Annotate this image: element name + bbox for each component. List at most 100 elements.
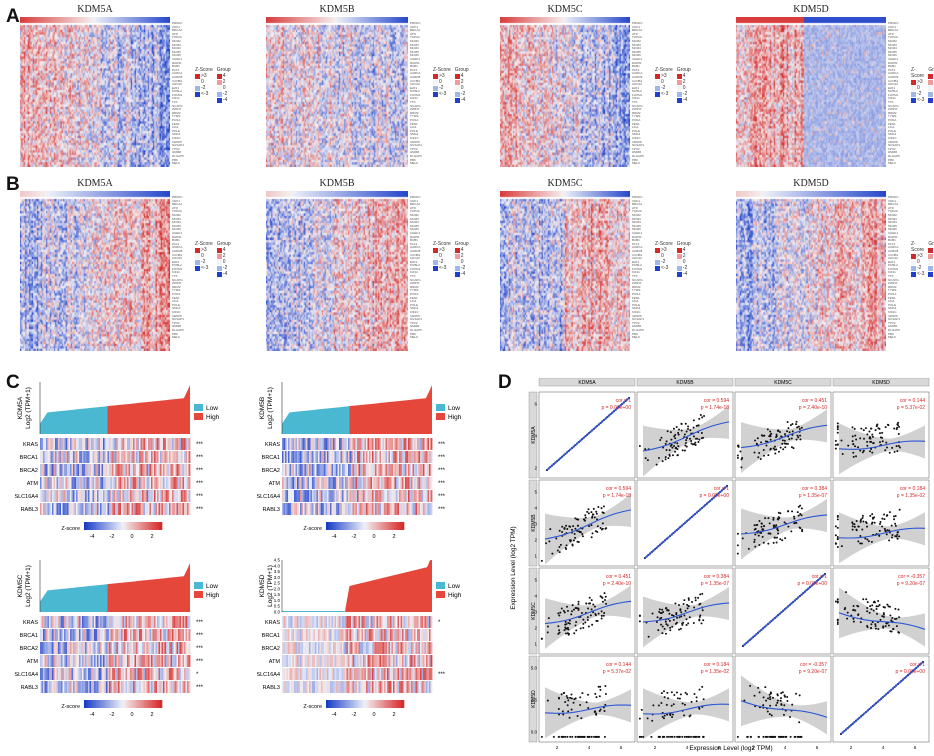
legend-zscore: Z-Score >3 0 -2 <-3 — [911, 67, 924, 103]
c-ytick: 3.5 — [274, 569, 281, 574]
heatmap-row-label: TTK — [632, 100, 638, 105]
heatmap-row-labels: PRKDC CDK1 BRCA2 ATR TOP2A MCM2 MCM3 MCM4 MCM5 MC… — [410, 21, 423, 166]
c-legend-high-swatch — [436, 591, 445, 598]
heatmap-row-label: FEN1 — [172, 121, 180, 126]
d-p-text: p = 0.00e+00 — [602, 405, 632, 411]
c-legend-low: Low — [448, 583, 460, 590]
panel-c-kdm5a: KDM5A Log2 (TPM+1) Low High KRAS *** BRCA1 *** B… — [14, 382, 220, 540]
c-colorbar-cell — [394, 522, 397, 530]
heatmap-row-label: MCM2 — [632, 38, 641, 43]
heatmap-row-label: MYBL2 — [632, 263, 642, 268]
c-colorbar-cell — [359, 700, 362, 708]
c-zscore-tick: -2 — [110, 534, 115, 540]
c-colorbar-cell — [372, 700, 376, 708]
heatmap-row-label: HMMR — [410, 150, 420, 155]
c-heat-row — [282, 681, 433, 693]
c-gene-label: BRCA2 — [262, 646, 280, 652]
legend-swatch — [454, 247, 460, 253]
c-sig-mark: * — [196, 672, 199, 678]
d-ytick: 1 — [534, 642, 537, 647]
heatmap-row-label: CDK1 — [888, 24, 897, 29]
heatmap-row-label: CDK1 — [410, 198, 419, 203]
c-heat-row — [40, 668, 191, 680]
heatmap-row-label: MYBL2 — [410, 263, 420, 268]
legend-zscore-value: 0 — [661, 253, 664, 259]
heatmap-row-label: MCM2 — [172, 38, 181, 43]
d-col-strip — [538, 378, 636, 387]
d-p-text: p = 0.00e+00 — [798, 581, 828, 587]
heatmap-row-label: MCM3 — [172, 42, 181, 47]
c-colorbar-cell — [97, 700, 100, 708]
c-colorbar-cell — [365, 700, 368, 708]
heatmap-row-label: CCNB1 — [632, 252, 643, 257]
c-sig-mark: *** — [196, 646, 204, 652]
heatmap-row-label: PRKDC — [172, 21, 183, 25]
heatmap-row-label: TPX2 — [410, 320, 418, 325]
heatmap-row-label: MYBL2 — [172, 263, 182, 268]
heatmap-row-label: CDK1 — [632, 198, 641, 203]
heatmap-row-label: PCNA — [632, 118, 641, 123]
heatmap-row-label: MCM6 — [410, 53, 419, 58]
heatmap-row-label: TOP2A — [410, 209, 420, 214]
legend-zscore-value: >3 — [201, 247, 207, 253]
heatmap-row-label: CDK1 — [172, 198, 181, 203]
d-cor-text: cor = 0.594 — [704, 398, 729, 404]
heatmap-row-label: MYBL2 — [172, 89, 182, 94]
c-colorbar-cell — [121, 522, 124, 530]
d-p-text: p = 9.20e-07 — [799, 669, 827, 675]
heatmap-row-label: KIF11 — [410, 96, 418, 101]
c-sig-mark: *** — [196, 620, 204, 626]
c-colorbar-cell — [85, 522, 89, 530]
c-colorbar-cell — [128, 700, 132, 708]
heatmap-row-label: PCNA — [172, 292, 181, 297]
legend-swatch — [911, 265, 916, 271]
d-xtick: 6 — [620, 745, 623, 750]
legend-group-value: 2 — [682, 79, 686, 85]
d-ytick: 2.5 — [531, 698, 538, 703]
d-cell-kdm5d-kdm5d: cor = 1p = 0.00e+00 — [832, 655, 930, 743]
heatmap-row-label: MELK — [888, 161, 897, 166]
legend-swatch — [676, 265, 682, 271]
heatmap-row-label: HMMR — [172, 324, 182, 329]
c-zscore-label: Z-score — [303, 526, 322, 532]
legend-zscore: Z-Score >3 0 -2 <-3 — [655, 241, 673, 277]
heatmap-row-label: KIF2C — [632, 136, 641, 140]
c-colorbar-cell — [327, 522, 331, 530]
c-ylabel: KDM5C — [17, 574, 24, 597]
legend-zscore-value: 0 — [201, 253, 204, 259]
legend-swatch — [195, 91, 200, 97]
c-sig-mark: *** — [438, 494, 446, 500]
d-cell-kdm5c-kdm5c: cor = 1p = 0.00e+00 — [734, 567, 832, 655]
heatmap-row-label: CCNB1 — [172, 252, 183, 257]
c-colorbar-cell — [93, 700, 96, 708]
c-zscore-tick: 2 — [392, 534, 395, 540]
legend-zscore-value: >3 — [439, 247, 445, 253]
c-ylabel: KDM5B — [259, 397, 266, 419]
d-row-header: KDM5A — [531, 426, 537, 444]
heatmap-row-label: AURKA — [888, 245, 899, 250]
d-p-text: p = 0.00e+00 — [896, 669, 926, 675]
c-colorbar-cell — [115, 700, 118, 708]
c-gene-label: RABL3 — [21, 685, 38, 691]
heatmap-title-b-kdm5a: KDM5A — [77, 178, 113, 189]
legend-swatch — [928, 79, 934, 85]
legend-swatch — [433, 265, 438, 271]
d-p-text: p = 1.35e-07 — [701, 581, 729, 587]
heatmap-row-label: CDK1 — [888, 198, 897, 203]
legend-zscore-value: -2 — [917, 265, 922, 271]
c-colorbar-cell — [140, 522, 143, 530]
legend-group-value: 0 — [460, 259, 464, 265]
c-zscore-label: Z-score — [61, 704, 80, 710]
heatmap-row-label: CDK1 — [410, 24, 419, 29]
c-colorbar-cell — [152, 700, 155, 708]
heatmap-row-label: RAD51 — [410, 60, 420, 65]
heatmap-row-label: DLGAP5 — [410, 153, 422, 158]
c-zscore-tick: -2 — [352, 712, 357, 718]
heatmap-row-label: NUSAP1 — [410, 143, 423, 148]
